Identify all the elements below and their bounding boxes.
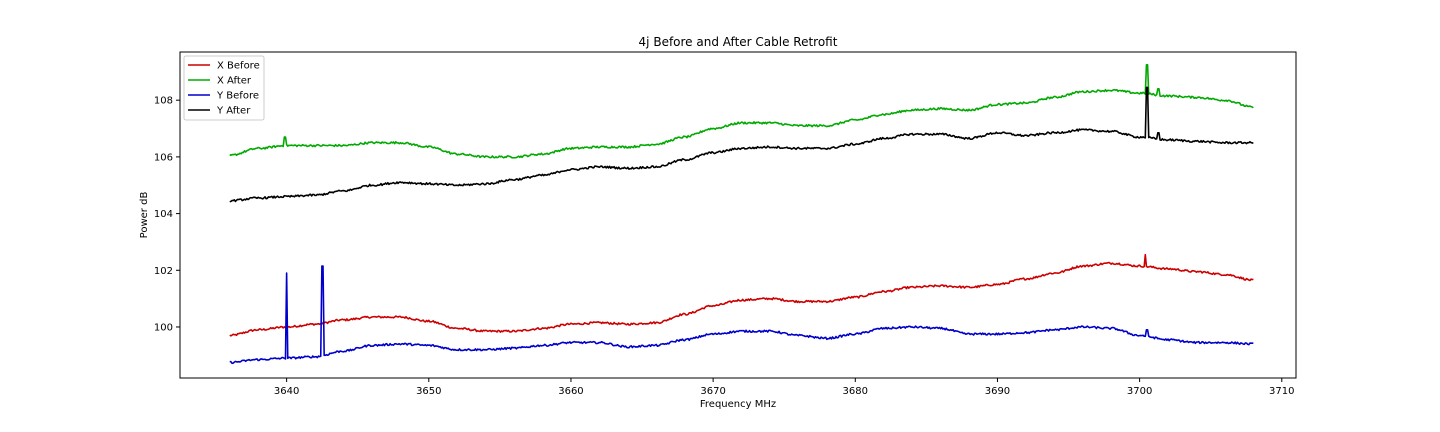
- series-line-1: [229, 253, 1254, 337]
- y-tick-label: 102: [154, 266, 173, 277]
- legend-frame: [183, 55, 265, 121]
- series-layer: [229, 63, 1254, 365]
- x-tick-label: 3680: [843, 386, 868, 397]
- x-tick-label: 3660: [558, 386, 583, 397]
- y-tick-label: 106: [154, 152, 173, 163]
- legend-label: Y After: [216, 106, 251, 117]
- x-axis: 3640 3650 3660 3670 3680 3690 3700 3710: [274, 378, 1295, 397]
- y-tick-label: 100: [154, 322, 173, 333]
- chart-title: 4j Before and After Cable Retrofit: [639, 35, 838, 49]
- series-line-4: [229, 86, 1254, 203]
- x-tick-label: 3710: [1269, 386, 1294, 397]
- legend-label: X After: [217, 76, 252, 87]
- y-axis: 100 102 104 106 108: [154, 96, 180, 333]
- y-tick-label: 104: [154, 209, 173, 220]
- series-line-2: [229, 63, 1254, 159]
- x-axis-label: Frequency MHz: [700, 399, 776, 410]
- series-line-3: [229, 265, 1254, 365]
- x-tick-label: 3690: [985, 386, 1010, 397]
- x-tick-label: 3700: [1127, 386, 1152, 397]
- y-axis-label: Power dB: [139, 192, 150, 239]
- x-tick-label: 3640: [274, 386, 299, 397]
- legend-label: Y Before: [216, 91, 259, 102]
- plot-area: [179, 51, 1297, 379]
- x-tick-label: 3670: [700, 386, 725, 397]
- x-tick-label: 3650: [416, 386, 441, 397]
- plot-frame: [179, 51, 1297, 379]
- legend-label: X Before: [217, 61, 260, 72]
- y-tick-label: 108: [154, 96, 173, 107]
- legend: X Before X After Y Before Y After: [183, 55, 265, 121]
